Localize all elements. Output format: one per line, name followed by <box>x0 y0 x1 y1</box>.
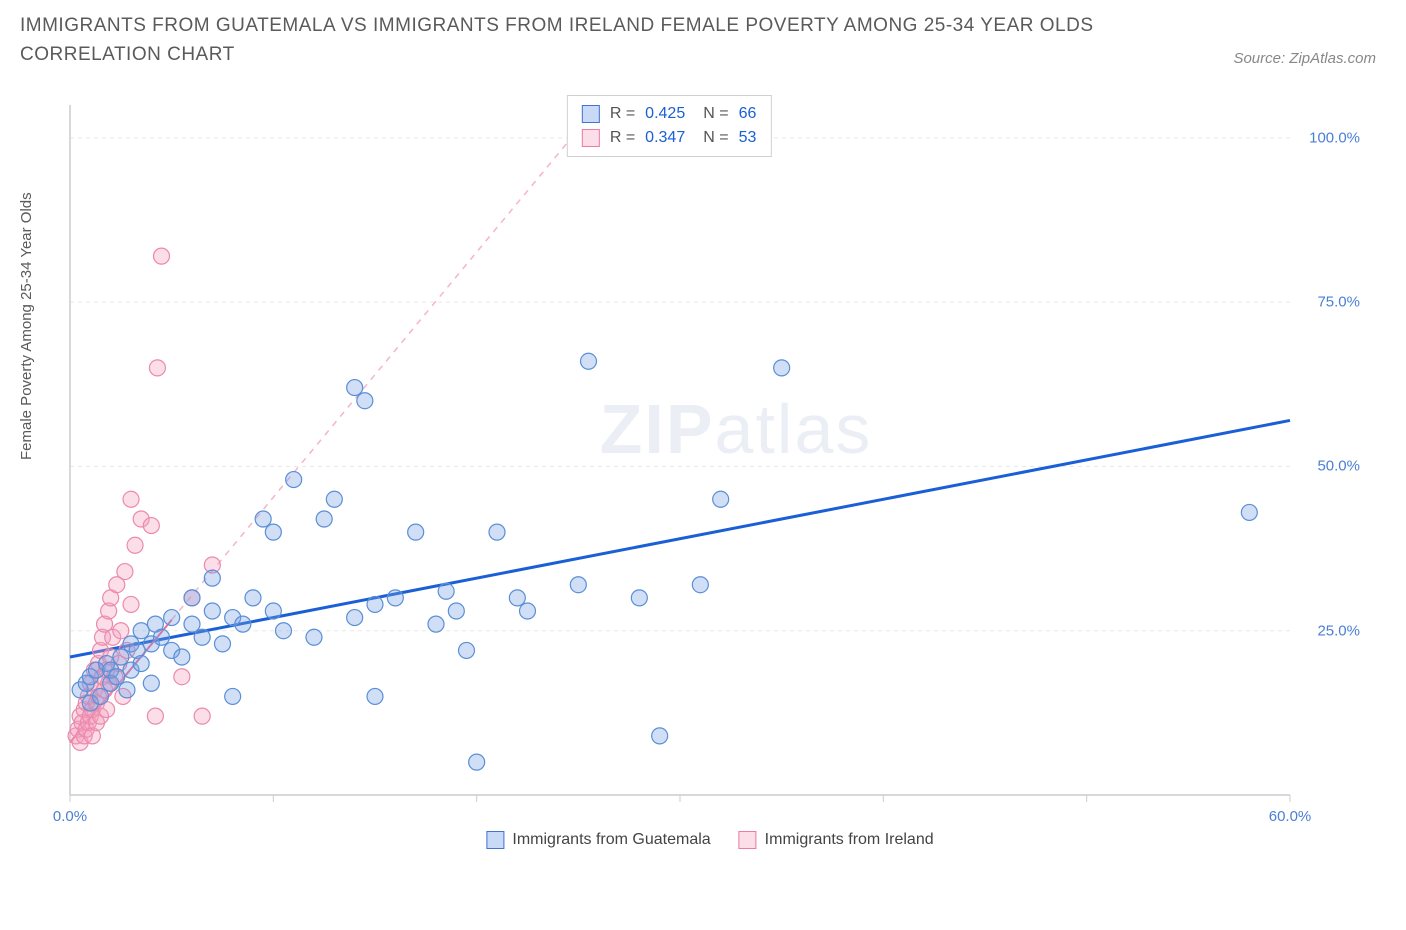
n-label: N = <box>703 102 728 126</box>
n-value-guatemala: 66 <box>739 102 757 126</box>
scatter-plot <box>60 95 1360 855</box>
legend-row-guatemala: R = 0.425 N = 66 <box>582 102 757 126</box>
legend-item-guatemala: Immigrants from Guatemala <box>486 831 710 849</box>
n-label: N = <box>703 126 728 150</box>
y-tick-label: 25.0% <box>1317 622 1360 639</box>
n-value-ireland: 53 <box>739 126 757 150</box>
r-value-ireland: 0.347 <box>645 126 685 150</box>
y-tick-label: 50.0% <box>1317 458 1360 475</box>
x-tick-label: 0.0% <box>53 808 87 825</box>
x-tick-label: 60.0% <box>1269 808 1312 825</box>
r-value-guatemala: 0.425 <box>645 102 685 126</box>
r-label: R = <box>610 126 635 150</box>
chart-area: ZIPatlas R = 0.425 N = 66 R = 0.347 N = … <box>60 95 1360 855</box>
source-attribution: Source: ZipAtlas.com <box>1233 50 1376 67</box>
swatch-blue <box>582 105 600 123</box>
swatch-blue <box>486 831 504 849</box>
y-tick-label: 75.0% <box>1317 294 1360 311</box>
correlation-legend: R = 0.425 N = 66 R = 0.347 N = 53 <box>567 95 772 157</box>
swatch-pink <box>582 129 600 147</box>
y-axis-label: Female Poverty Among 25-34 Year Olds <box>18 192 35 460</box>
series-legend: Immigrants from Guatemala Immigrants fro… <box>486 831 933 849</box>
legend-item-ireland: Immigrants from Ireland <box>739 831 934 849</box>
legend-label: Immigrants from Guatemala <box>512 831 710 849</box>
chart-title: IMMIGRANTS FROM GUATEMALA VS IMMIGRANTS … <box>20 12 1120 69</box>
r-label: R = <box>610 102 635 126</box>
legend-label: Immigrants from Ireland <box>765 831 934 849</box>
swatch-pink <box>739 831 757 849</box>
y-tick-label: 100.0% <box>1309 129 1360 146</box>
legend-row-ireland: R = 0.347 N = 53 <box>582 126 757 150</box>
